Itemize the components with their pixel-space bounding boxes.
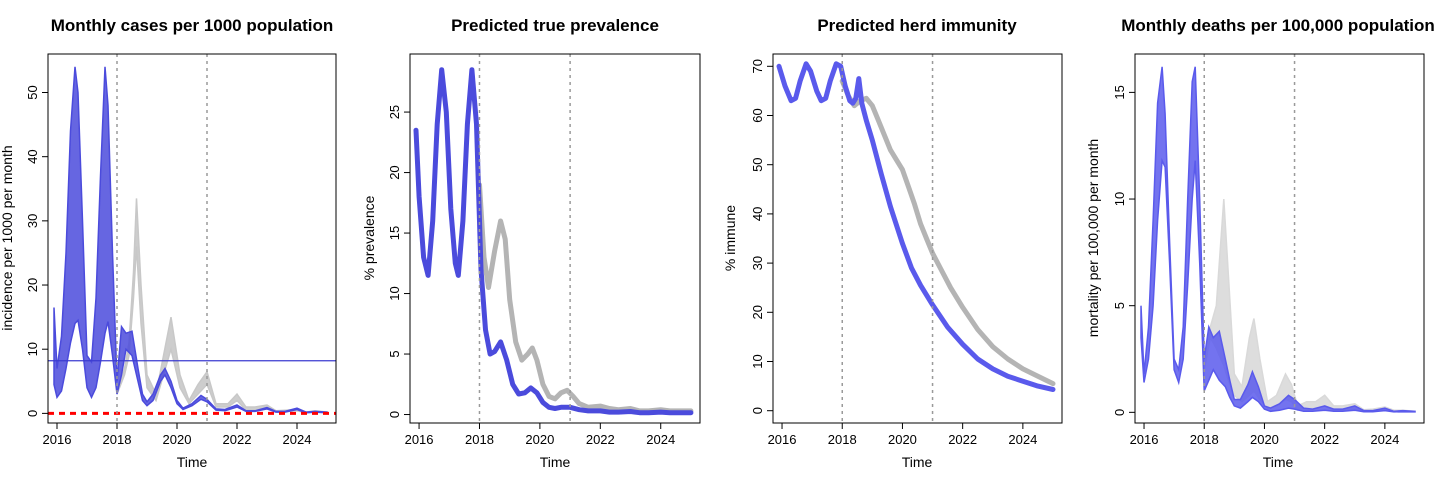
y-tick-label: 20 — [25, 278, 40, 292]
y-tick-label: 0 — [1112, 409, 1127, 416]
y-tick-label: 0 — [25, 410, 40, 417]
x-tick-label: 2020 — [888, 432, 917, 447]
chart-title: Monthly deaths per 100,000 population — [1121, 16, 1435, 35]
x-tick-label: 2022 — [223, 432, 252, 447]
x-axis-label: Time — [177, 454, 208, 470]
y-tick-label: 10 — [25, 342, 40, 356]
y-tick-label: 10 — [750, 354, 765, 368]
y-tick-label: 5 — [387, 350, 402, 357]
plot-frame — [409, 53, 701, 424]
y-tick-label: 15 — [1112, 85, 1127, 99]
x-tick-label: 2022 — [586, 432, 615, 447]
panel-monthly-deaths: Monthly deaths per 100,000 population 20… — [1085, 16, 1435, 470]
x-tick-label: 2018 — [465, 432, 494, 447]
plot-area: 2016 2018 2020 2022 2024 0 10 20 30 40 50 — [25, 53, 337, 447]
panel-monthly-cases: Monthly cases per 1000 population 2016 20… — [0, 16, 337, 470]
series-band-blue — [1140, 66, 1416, 413]
x-tick-label: 2018 — [103, 432, 132, 447]
x-tick-label: 2024 — [1370, 432, 1399, 447]
panel-herd-immunity: Predicted herd immunity 2016 2018 2020 2022… — [722, 16, 1063, 470]
x-tick-label: 2016 — [768, 432, 797, 447]
y-axis-label: mortality per 100,000 per month — [1085, 139, 1101, 337]
plot-frame — [772, 53, 1063, 424]
x-tick-label: 2018 — [828, 432, 857, 447]
y-axis-label: % immune — [722, 205, 738, 271]
plot-frame — [47, 53, 337, 424]
chart-title: Predicted herd immunity — [817, 16, 1017, 35]
x-tick-label: 2020 — [1250, 432, 1279, 447]
y-axis-label: incidence per 1000 per month — [0, 145, 15, 330]
y-tick-label: 40 — [25, 149, 40, 163]
y-tick-label: 5 — [1112, 302, 1127, 309]
chart-title: Monthly cases per 1000 population — [51, 16, 333, 35]
series-line-0 — [839, 78, 1056, 387]
x-tick-label: 2024 — [646, 432, 675, 447]
y-tick-label: 70 — [750, 59, 765, 73]
y-tick-label: 0 — [750, 407, 765, 414]
y-tick-label: 0 — [387, 411, 402, 418]
x-axis-label: Time — [902, 454, 933, 470]
y-tick-label: 40 — [750, 207, 765, 221]
series-line-1 — [776, 61, 1056, 392]
series-band-grey — [1203, 198, 1416, 413]
y-tick-label: 15 — [387, 226, 402, 240]
y-tick-label: 25 — [387, 105, 402, 119]
series-line-1 — [413, 67, 694, 416]
y-tick-label: 20 — [387, 165, 402, 179]
x-tick-label: 2016 — [43, 432, 72, 447]
x-axis-label: Time — [1263, 454, 1294, 470]
y-tick-label: 10 — [1112, 192, 1127, 206]
y-tick-label: 10 — [387, 286, 402, 300]
x-tick-label: 2016 — [1130, 432, 1159, 447]
y-tick-label: 50 — [750, 157, 765, 171]
plot-frame — [1134, 53, 1425, 424]
chart-title: Predicted true prevalence — [451, 16, 659, 35]
y-tick-label: 60 — [750, 108, 765, 122]
x-tick-label: 2016 — [405, 432, 434, 447]
x-tick-label: 2020 — [163, 432, 192, 447]
x-tick-label: 2018 — [1190, 432, 1219, 447]
plot-area: 2016 2018 2020 2022 2024 0 10 20 30 40 50 60 70 — [750, 53, 1063, 447]
y-axis-label: % prevalence — [361, 195, 377, 280]
plot-area: 2016 2018 2020 2022 2024 0 5 10 15 20 25 — [387, 53, 701, 447]
series-band-grey — [116, 198, 328, 414]
x-axis-label: Time — [540, 454, 571, 470]
x-tick-label: 2024 — [283, 432, 312, 447]
y-tick-label: 20 — [750, 305, 765, 319]
y-tick-label: 30 — [25, 214, 40, 228]
y-tick-label: 30 — [750, 256, 765, 270]
x-tick-label: 2024 — [1008, 432, 1037, 447]
x-tick-label: 2020 — [525, 432, 554, 447]
x-tick-label: 2022 — [948, 432, 977, 447]
panel-true-prevalence: Predicted true prevalence 2016 2018 2020 20… — [361, 16, 701, 470]
y-tick-label: 50 — [25, 85, 40, 99]
plot-area: 2016 2018 2020 2022 2024 0 5 10 15 — [1112, 53, 1425, 447]
x-tick-label: 2022 — [1310, 432, 1339, 447]
